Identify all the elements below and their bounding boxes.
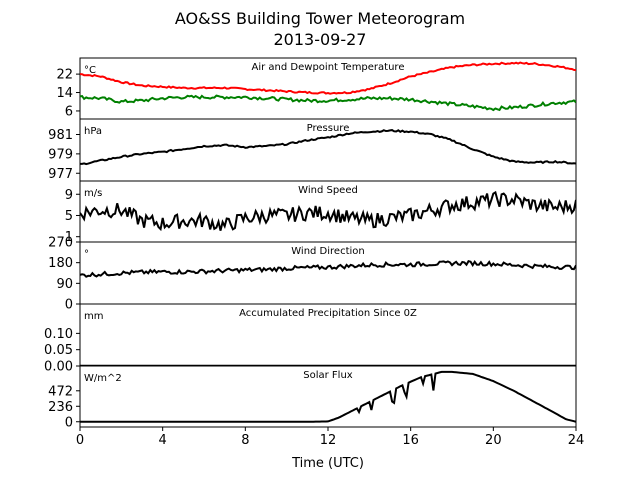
x-tick-label: 12 xyxy=(320,433,337,448)
panel-1: 977 979 981 hPa Pressure xyxy=(48,118,577,182)
y-tick-label: 9 xyxy=(65,188,73,203)
series-wind_direction xyxy=(80,259,576,278)
unit-label: mm xyxy=(84,311,103,322)
panel-title: Accumulated Precipitation Since 0Z xyxy=(239,308,417,319)
unit-label: m/s xyxy=(84,188,102,199)
y-tick-label: 981 xyxy=(48,128,73,143)
panel-title: Wind Direction xyxy=(291,246,365,257)
y-tick-label: 977 xyxy=(48,167,73,182)
unit-label: ° xyxy=(84,249,89,260)
y-tick-label: 5 xyxy=(65,209,73,224)
y-tick-label: 0.05 xyxy=(44,343,73,358)
unit-label: hPa xyxy=(84,126,102,137)
y-tick-label: 14 xyxy=(56,86,73,101)
chart-title: AO&SS Building Tower Meteorogram xyxy=(175,9,465,28)
y-tick-label: 90 xyxy=(56,277,73,292)
y-tick-label: 0.00 xyxy=(44,360,73,375)
y-tick-label: 236 xyxy=(48,400,73,415)
y-tick-label: 0 xyxy=(65,298,73,313)
panel-title: Solar Flux xyxy=(303,370,353,381)
y-tick-label: 979 xyxy=(48,147,73,162)
series-wind_speed xyxy=(80,190,576,232)
series-pressure xyxy=(80,129,576,166)
x-tick-label: 0 xyxy=(76,433,84,448)
y-tick-label: 22 xyxy=(56,68,73,83)
y-tick-label: 472 xyxy=(48,384,73,399)
unit-label: W/m^2 xyxy=(84,373,122,384)
x-axis-label: Time (UTC) xyxy=(291,456,364,471)
chart-subtitle: 2013-09-27 xyxy=(274,30,367,49)
panel-4: 0.00 0.050.10 mm Accumulated Precipitation … xyxy=(44,303,577,375)
panel-title: Air and Dewpoint Temperature xyxy=(252,62,405,73)
panel-title: Wind Speed xyxy=(298,185,358,196)
y-tick-label: 0.10 xyxy=(44,327,73,342)
x-tick-label: 20 xyxy=(485,433,502,448)
panel-3: 0 90 180 270 ° Wind Direction xyxy=(48,236,577,313)
y-tick-label: 0 xyxy=(65,415,73,430)
series-temperature xyxy=(80,61,576,95)
y-tick-label: 180 xyxy=(48,256,73,271)
series-dewpoint xyxy=(80,94,576,112)
y-tick-label: 270 xyxy=(48,236,73,251)
panel-title: Pressure xyxy=(307,123,350,134)
y-tick-label: 6 xyxy=(65,104,73,119)
panel-2: 1 5 9 m/s Wind Speed xyxy=(65,180,577,245)
x-tick-label: 16 xyxy=(402,433,419,448)
y-tick-label: 1 xyxy=(65,230,73,245)
x-tick-label: 4 xyxy=(159,433,167,448)
x-tick-label: 24 xyxy=(568,433,585,448)
panel-0: 6 14 22 °C Air and Dewpoint Temperature xyxy=(56,57,577,120)
unit-label: °C xyxy=(84,65,96,76)
series-solar xyxy=(80,370,576,423)
x-tick-label: 8 xyxy=(241,433,249,448)
